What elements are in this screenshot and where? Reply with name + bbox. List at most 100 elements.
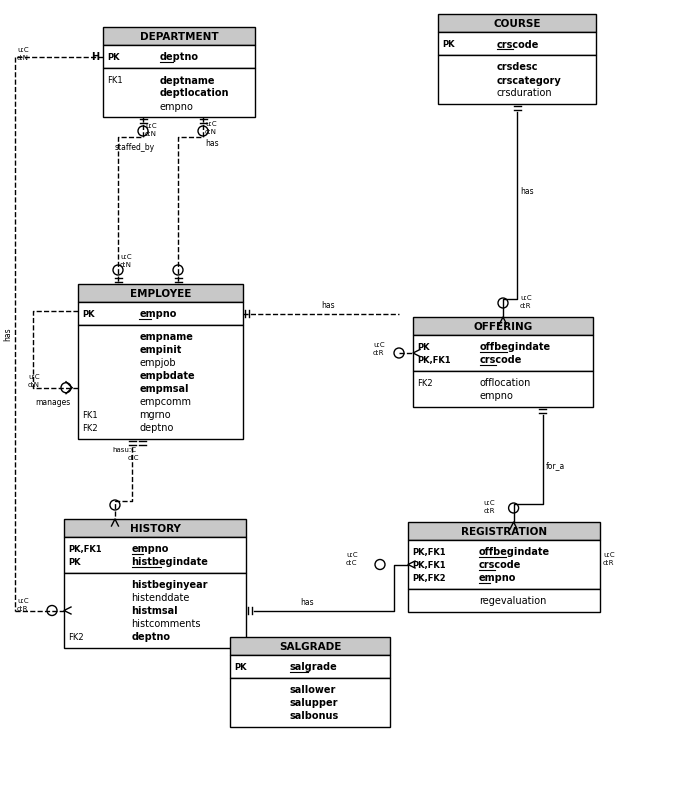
Text: u:C: u:C <box>145 123 157 129</box>
Text: COURSE: COURSE <box>493 19 541 29</box>
Text: PK: PK <box>417 342 429 351</box>
Text: empcomm: empcomm <box>139 397 191 407</box>
Text: d:N: d:N <box>205 129 217 135</box>
Text: has: has <box>520 187 533 196</box>
Text: REGISTRATION: REGISTRATION <box>461 526 547 537</box>
Text: FK1: FK1 <box>82 411 97 419</box>
Text: salgrade: salgrade <box>290 662 337 671</box>
Text: empno: empno <box>159 101 194 111</box>
Text: crscode: crscode <box>479 560 522 569</box>
Bar <box>230 638 390 655</box>
Text: d:R: d:R <box>373 350 384 355</box>
Bar <box>78 302 243 326</box>
Text: manages: manages <box>35 398 70 407</box>
Bar <box>64 520 246 537</box>
Bar <box>103 69 255 118</box>
Text: FK2: FK2 <box>417 379 433 387</box>
Text: crscategory: crscategory <box>497 75 562 85</box>
Text: hasu:C: hasu:C <box>112 447 137 452</box>
Text: regevaluation: regevaluation <box>479 596 546 606</box>
Bar <box>230 655 390 678</box>
Text: empno: empno <box>479 573 517 583</box>
Text: d:N: d:N <box>17 55 29 60</box>
Bar <box>64 537 246 573</box>
Bar <box>78 285 243 302</box>
Bar <box>408 522 600 541</box>
Bar <box>408 589 600 612</box>
Text: PK,FK1: PK,FK1 <box>412 561 446 569</box>
Text: H: H <box>91 52 99 63</box>
Text: empno: empno <box>480 391 513 401</box>
Text: d:N: d:N <box>28 381 40 387</box>
Text: u:C: u:C <box>346 552 357 558</box>
Text: d:R: d:R <box>484 508 495 513</box>
Text: histcomments: histcomments <box>132 618 201 629</box>
Text: empjob: empjob <box>139 358 176 368</box>
Text: PK,FK1: PK,FK1 <box>412 547 446 557</box>
Text: deptno: deptno <box>159 52 199 63</box>
Text: offbegindate: offbegindate <box>480 342 551 352</box>
Text: offlocation: offlocation <box>480 378 531 388</box>
Text: PK,FK1: PK,FK1 <box>417 355 451 365</box>
Bar <box>103 28 255 46</box>
Text: has: has <box>3 327 12 341</box>
Bar <box>438 56 596 105</box>
Bar <box>408 541 600 589</box>
Text: u:C: u:C <box>520 294 531 301</box>
Text: u:C: u:C <box>373 342 384 347</box>
Text: PK: PK <box>442 40 455 49</box>
Text: EMPLOYEE: EMPLOYEE <box>130 289 191 298</box>
Text: offbegindate: offbegindate <box>479 547 550 557</box>
Text: crsdesc: crsdesc <box>497 63 538 72</box>
Text: has: has <box>300 597 314 606</box>
Text: deptname: deptname <box>159 75 215 85</box>
Text: PK,FK1: PK,FK1 <box>68 545 101 553</box>
Text: u:C: u:C <box>484 500 495 505</box>
Text: has: has <box>205 140 219 148</box>
Text: d:R: d:R <box>17 606 28 612</box>
Bar <box>230 678 390 727</box>
Text: empname: empname <box>139 332 193 342</box>
Text: d:C: d:C <box>346 560 357 565</box>
Text: d:R: d:R <box>520 302 531 309</box>
Text: d:R: d:R <box>603 560 615 565</box>
Bar <box>78 326 243 439</box>
Bar <box>64 573 246 648</box>
Text: deptno: deptno <box>132 632 170 642</box>
Text: FK2: FK2 <box>68 632 83 642</box>
Text: mgrno: mgrno <box>139 410 171 420</box>
Text: salbonus: salbonus <box>290 711 339 721</box>
Text: u:C: u:C <box>120 253 132 260</box>
Text: empinit: empinit <box>139 345 181 355</box>
Text: histbegindate: histbegindate <box>132 557 208 567</box>
Text: u:C: u:C <box>17 597 28 604</box>
Text: empno: empno <box>132 544 169 554</box>
Text: crscode: crscode <box>497 39 540 50</box>
Text: empbdate: empbdate <box>139 371 195 381</box>
Text: sallower: sallower <box>290 685 336 695</box>
Text: empno: empno <box>139 309 177 319</box>
Text: d:C: d:C <box>128 455 139 460</box>
Text: FK1: FK1 <box>107 76 123 85</box>
Bar <box>438 33 596 56</box>
Text: for_a: for_a <box>546 460 565 469</box>
Text: OFFERING: OFFERING <box>473 322 533 331</box>
Bar <box>438 15 596 33</box>
Text: PK: PK <box>82 310 95 318</box>
Text: HISTORY: HISTORY <box>130 524 181 533</box>
Text: PK: PK <box>107 53 119 62</box>
Text: PK,FK2: PK,FK2 <box>412 573 446 582</box>
Text: u:C: u:C <box>603 552 615 558</box>
Text: staffed_by: staffed_by <box>115 144 155 152</box>
Text: has: has <box>321 301 335 310</box>
Text: d:N: d:N <box>120 261 132 268</box>
Text: crscode: crscode <box>480 355 522 365</box>
Text: histmsal: histmsal <box>132 606 178 616</box>
Text: u:C: u:C <box>28 373 39 379</box>
Text: PK: PK <box>68 557 81 566</box>
Bar <box>413 318 593 335</box>
Bar <box>103 46 255 69</box>
Text: empmsal: empmsal <box>139 384 189 394</box>
Text: histenddate: histenddate <box>132 593 190 603</box>
Bar <box>413 335 593 371</box>
